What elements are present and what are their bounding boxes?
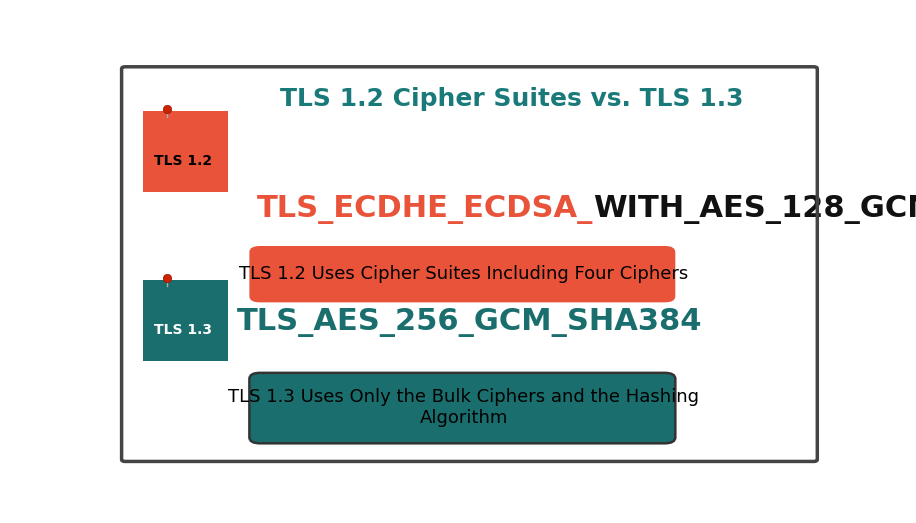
Text: TLS_AES_256_GCM_SHA384: TLS_AES_256_GCM_SHA384 — [236, 308, 703, 337]
Text: TLS 1.2 Uses Cipher Suites Including Four Ciphers: TLS 1.2 Uses Cipher Suites Including Fou… — [239, 265, 689, 283]
Text: TLS 1.2 Cipher Suites vs. TLS 1.3: TLS 1.2 Cipher Suites vs. TLS 1.3 — [280, 87, 744, 111]
Text: TLS 1.3: TLS 1.3 — [154, 323, 212, 337]
FancyBboxPatch shape — [249, 246, 675, 302]
Text: TLS 1.2: TLS 1.2 — [154, 154, 212, 168]
FancyBboxPatch shape — [249, 373, 675, 444]
FancyBboxPatch shape — [143, 280, 228, 361]
Text: TLS 1.3 Uses Only the Bulk Ciphers and the Hashing
Algorithm: TLS 1.3 Uses Only the Bulk Ciphers and t… — [228, 389, 699, 427]
Text: TLS_ECDHE_ECDSA_: TLS_ECDHE_ECDSA_ — [256, 195, 593, 224]
Text: WITH_AES_128_GCM_: WITH_AES_128_GCM_ — [593, 195, 916, 224]
FancyBboxPatch shape — [143, 111, 228, 191]
